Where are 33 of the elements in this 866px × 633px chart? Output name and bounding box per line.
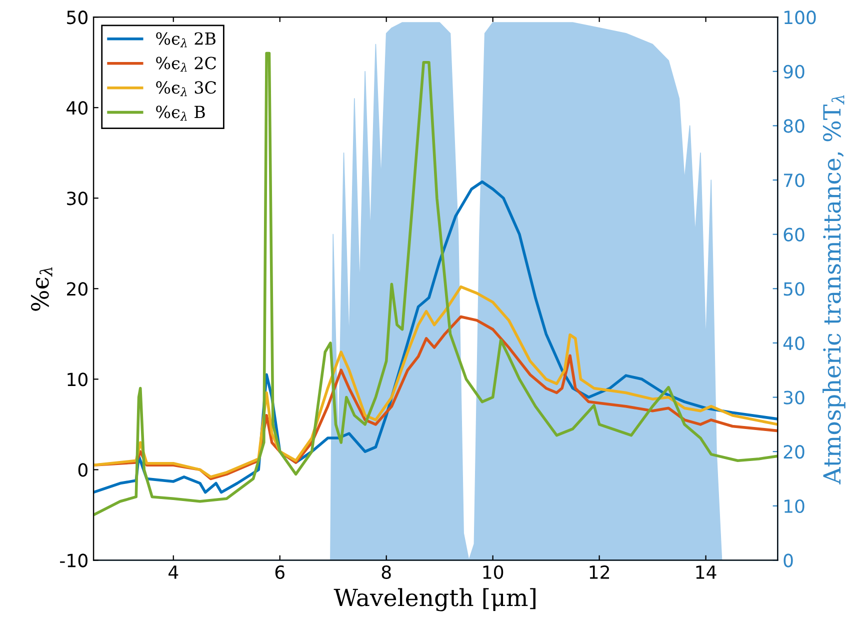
y-tick-label: 40	[66, 101, 88, 115]
y2-tick-label: 20	[784, 445, 804, 459]
line-series	[94, 52, 778, 516]
y-axis-title: %ϵ$_{λ}$	[31, 267, 52, 311]
x-tick-label: 12	[590, 565, 609, 579]
x-tick-label: 10	[483, 565, 504, 580]
y-tick-label: 10	[68, 372, 88, 386]
line-series	[94, 285, 778, 478]
y-tick-label: 0	[78, 463, 88, 477]
legend-label: %ϵ$_{λ}$ B	[156, 106, 205, 121]
y2-tick-label: 40	[783, 336, 804, 350]
legend-label: %ϵ$_{λ}$ 2B	[156, 32, 216, 48]
x-axis-title: Wavelength [μm]	[334, 588, 536, 612]
y2-axis-title: Atmospheric transmittance, %T$_{λ}$	[822, 95, 846, 484]
y-tick-label: 30	[67, 192, 88, 206]
y2-tick-label: 100	[784, 10, 816, 24]
legend-label: %ϵ$_{λ}$ 3C	[156, 81, 216, 96]
x-tick-label: 4	[168, 566, 178, 579]
y-tick-label: -10	[60, 554, 88, 568]
x-tick-label: 6	[275, 565, 284, 580]
y2-tick-label: 60	[784, 228, 804, 242]
legend-label: %ϵ$_{λ}$ 2C	[156, 56, 216, 72]
y-tick-label: 50	[67, 10, 88, 24]
y2-tick-label: 90	[784, 64, 804, 79]
x-tick-label: 8	[382, 565, 391, 580]
y2-tick-label: 0	[784, 554, 793, 568]
y2-tick-label: 30	[784, 390, 804, 404]
y2-tick-label: 80	[784, 119, 804, 133]
x-tick-label: 14	[696, 566, 716, 579]
y-tick-label: 20	[67, 282, 88, 296]
y2-tick-label: 10	[784, 499, 804, 514]
y2-tick-label: 50	[784, 282, 804, 296]
y2-tick-label: 70	[784, 173, 804, 188]
